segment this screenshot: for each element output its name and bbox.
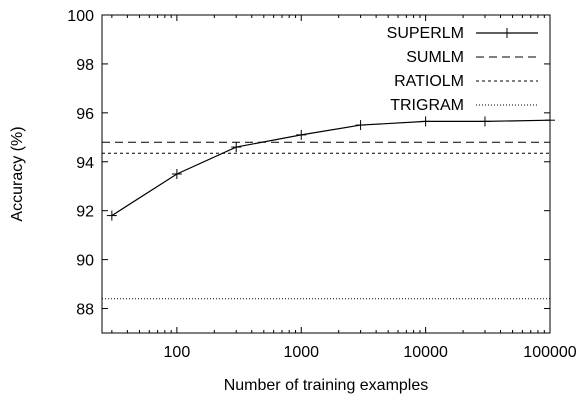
plot-frame [101,14,551,334]
legend-label-ratiolm: RATIOLM [394,73,464,90]
data-point-superlm [106,210,117,221]
plot-lines [102,119,551,300]
x-axis-title: Number of training examples [224,377,429,394]
x-tick-label: 1000 [283,344,319,361]
series-line-superlm [111,119,551,217]
data-point-superlm [420,116,431,127]
plot-markers [106,115,555,221]
data-point-superlm [355,120,366,131]
y-tick-label: 90 [76,253,94,270]
x-tick-label: 10000 [403,344,448,361]
legend-label-trigram: TRIGRAM [390,97,464,114]
data-point-superlm [479,116,490,127]
data-point-superlm [171,169,182,179]
y-tick-label: 94 [76,155,94,172]
y-tick-label: 88 [76,302,94,319]
data-point-superlm [231,142,242,153]
y-tick-label: 98 [76,57,94,74]
x-tick-label: 100 [164,344,191,361]
legend-label-superlm: SUPERLM [387,25,464,42]
y-tick-label: 100 [67,8,94,25]
y-tick-label: 96 [76,106,94,123]
y-axis-title: Accuracy (%) [9,126,26,221]
y-tick-label: 92 [76,204,94,221]
legend-label-sumlm: SUMLM [406,49,464,66]
legend: SUPERLM SUMLM RATIOLM TRIGRAM [387,25,538,114]
data-point-superlm [296,129,307,140]
axis-tick-labels: 88 90 92 94 96 98 100 100 1000 10000 100000 [67,8,577,361]
x-tick-label: 100000 [523,344,576,361]
axis-ticks [102,14,551,333]
